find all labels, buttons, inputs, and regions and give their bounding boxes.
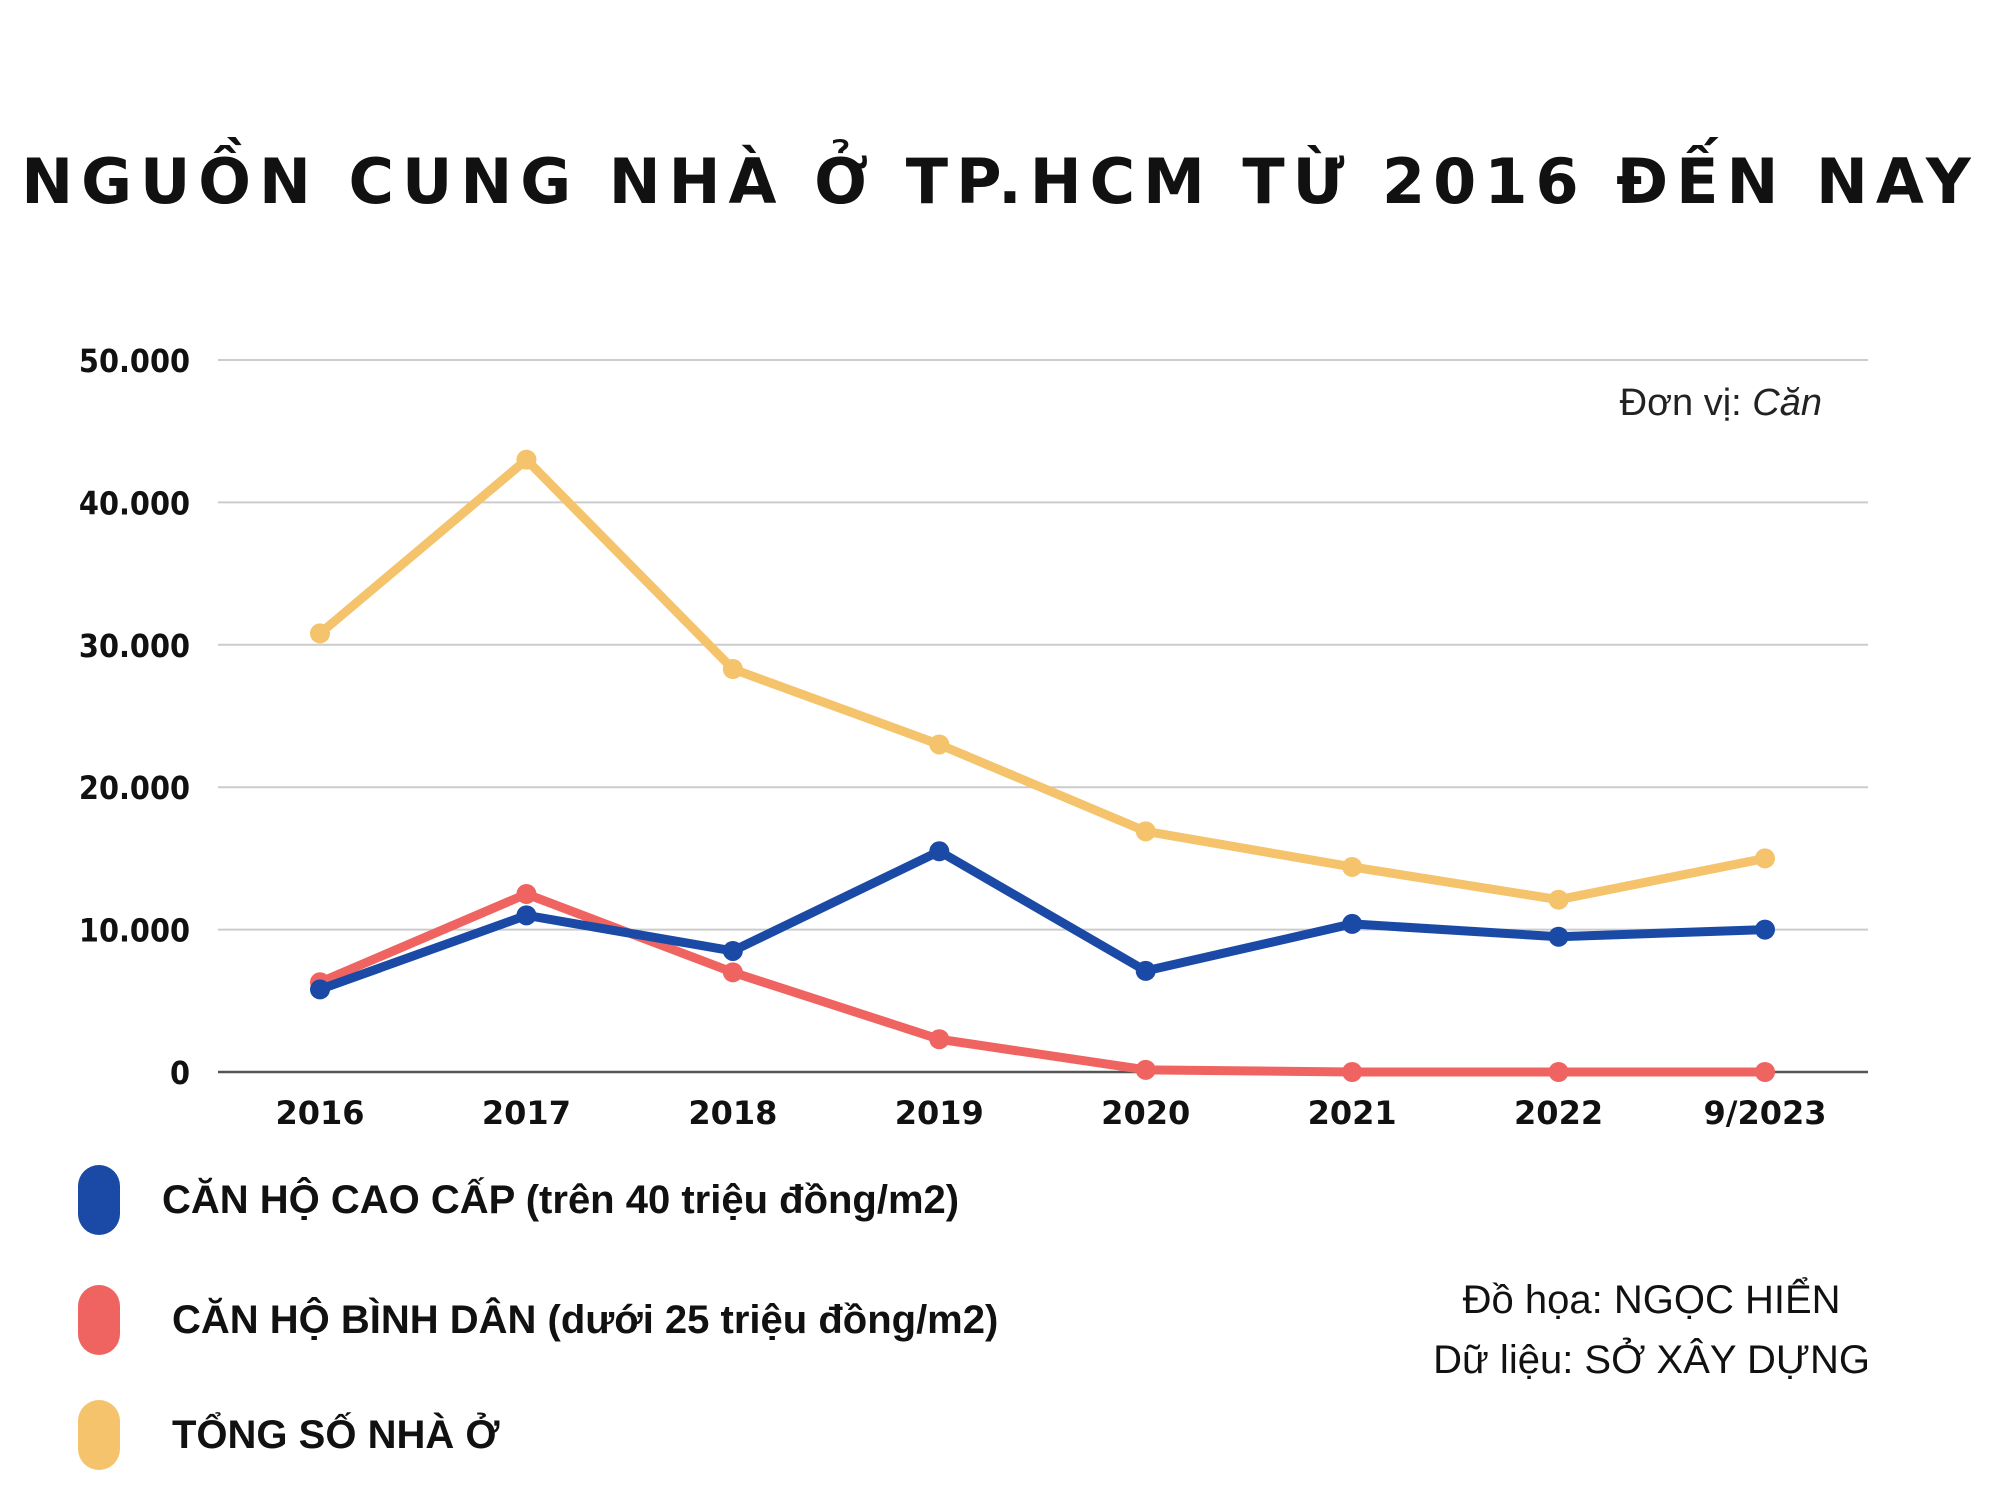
x-tick-label: 2018 xyxy=(688,1094,777,1132)
data-point xyxy=(1755,848,1775,869)
series-line xyxy=(315,846,1770,994)
data-point xyxy=(929,1029,950,1050)
data-point xyxy=(516,449,537,470)
data-point xyxy=(1342,856,1363,877)
data-point xyxy=(1342,913,1363,934)
series-lines xyxy=(310,449,1775,1082)
data-point xyxy=(722,962,743,983)
legend-label-tong-so: TỔNG SỐ NHÀ Ở xyxy=(172,1412,500,1457)
legend-label-binh-dan: CĂN HỘ BÌNH DÂN (dưới 25 triệu đồng/m2) xyxy=(172,1297,999,1342)
data-point xyxy=(1548,889,1569,910)
legend-item-cao-cap: CĂN HỘ CAO CẤP (trên 40 triệu đồng/m2) xyxy=(78,1165,959,1235)
data-point xyxy=(1548,926,1569,947)
legend-label-cao-cap: CĂN HỘ CAO CẤP (trên 40 triệu đồng/m2) xyxy=(162,1177,960,1222)
legend-swatch-tong-so xyxy=(78,1400,120,1470)
credits: Đồ họa: NGỌC HIỂN Dữ liệu: SỞ XÂY DỰNG xyxy=(1433,1270,1870,1390)
series-line xyxy=(315,455,1770,905)
gridlines xyxy=(218,359,1868,1074)
series-line xyxy=(315,889,1770,1077)
y-tick-label: 40.000 xyxy=(79,484,190,522)
legend-swatch-binh-dan xyxy=(78,1285,120,1355)
data-point xyxy=(516,884,537,904)
x-tick-label: 2022 xyxy=(1514,1094,1603,1132)
data-point xyxy=(1135,960,1156,981)
x-tick-label: 2019 xyxy=(895,1094,984,1132)
data-point xyxy=(929,734,950,755)
credit-graphic: Đồ họa: NGỌC HIỂN xyxy=(1462,1278,1841,1322)
series-2 xyxy=(310,841,1775,1000)
unit-prefix: Đơn vị: xyxy=(1619,382,1753,424)
y-tick-label: 10.000 xyxy=(79,912,190,950)
series-0 xyxy=(310,449,1775,910)
unit-value: Căn xyxy=(1752,382,1822,424)
data-point xyxy=(929,841,950,862)
x-tick-label: 2021 xyxy=(1308,1094,1397,1132)
x-tick-label: 2017 xyxy=(482,1094,571,1132)
y-tick-label: 50.000 xyxy=(79,342,190,380)
x-tick-label: 9/2023 xyxy=(1703,1094,1826,1132)
unit-note: Đơn vị: Căn xyxy=(1620,382,1822,425)
legend-item-tong-so: TỔNG SỐ NHÀ Ở xyxy=(78,1400,499,1470)
legend-swatch-cao-cap xyxy=(78,1165,120,1235)
legend-item-binh-dan: CĂN HỘ BÌNH DÂN (dưới 25 triệu đồng/m2) xyxy=(78,1285,998,1355)
x-axis-ticks: 2016 2017 2018 2019 2020 2021 2022 9/2023 xyxy=(275,1094,1826,1132)
data-point xyxy=(310,623,330,644)
data-point xyxy=(1342,1062,1363,1082)
x-tick-label: 2016 xyxy=(275,1094,364,1132)
data-point xyxy=(310,979,330,1000)
data-point xyxy=(1755,1062,1775,1082)
y-axis-ticks: 0 10.000 20.000 30.000 40.000 50.000 xyxy=(79,342,190,1092)
x-tick-label: 2020 xyxy=(1101,1094,1190,1132)
data-point xyxy=(722,659,743,680)
data-point xyxy=(1755,919,1775,940)
data-point xyxy=(1135,821,1156,842)
y-tick-label: 30.000 xyxy=(79,627,190,665)
data-point xyxy=(1135,1059,1156,1080)
data-point xyxy=(722,940,743,961)
data-point xyxy=(1548,1062,1569,1082)
y-tick-label: 0 xyxy=(170,1054,190,1092)
data-point xyxy=(516,905,537,926)
y-tick-label: 20.000 xyxy=(79,769,190,807)
chart-title: NGUỒN CUNG NHÀ Ở TP.HCM TỪ 2016 ĐẾN NAY xyxy=(21,145,1979,218)
credit-data: Dữ liệu: SỞ XÂY DỰNG xyxy=(1433,1338,1870,1382)
